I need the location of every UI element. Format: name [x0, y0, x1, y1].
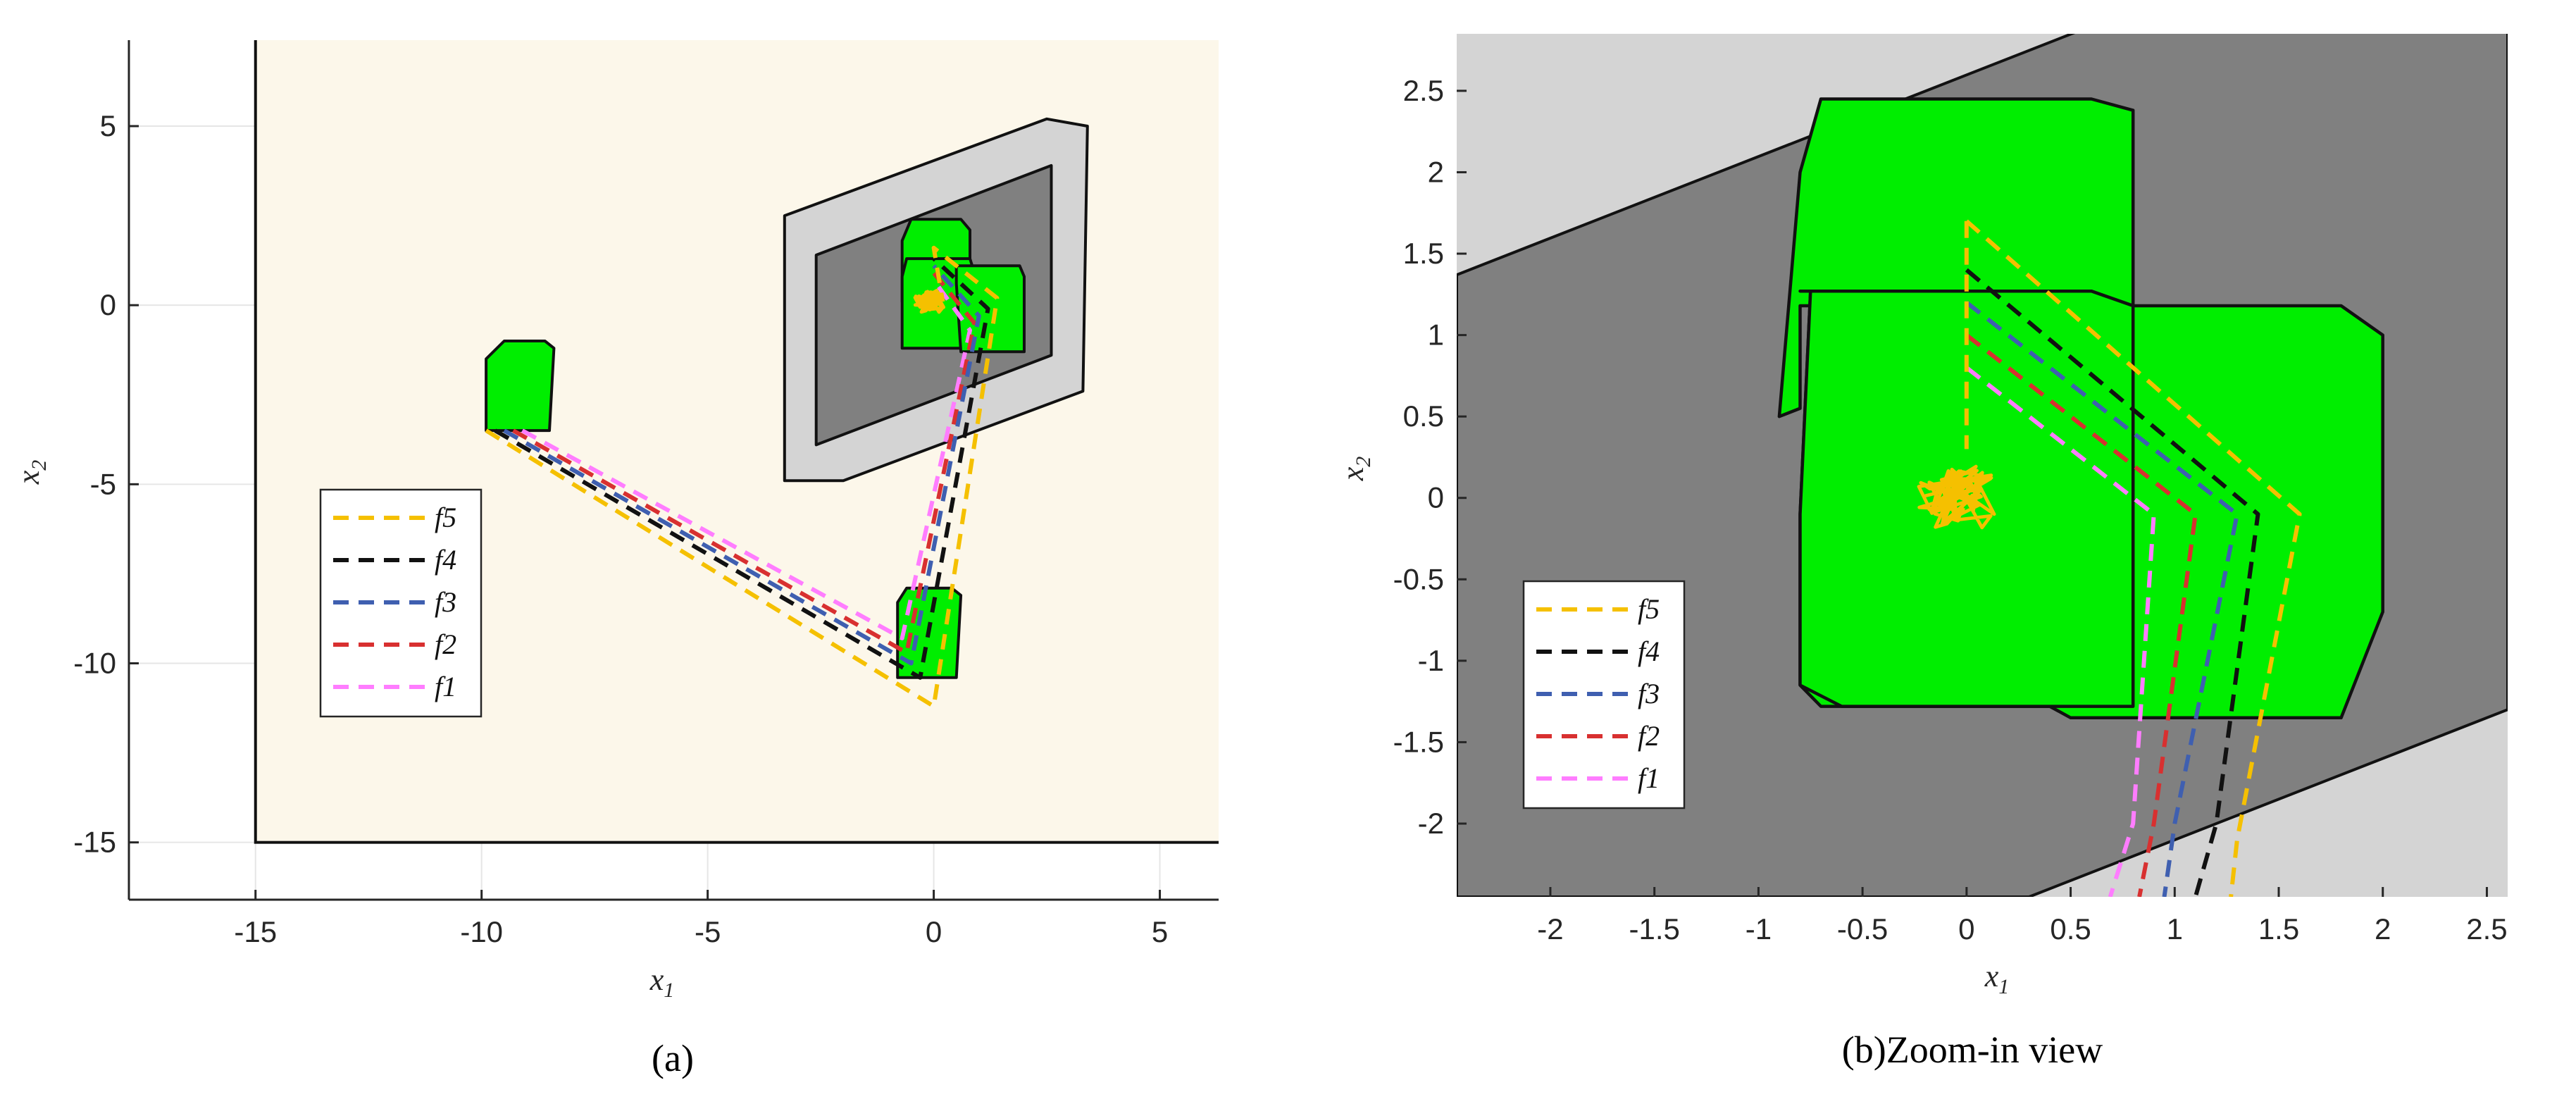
- panel-b-legend: f5 f4 f3 f2 f1: [1522, 580, 1686, 810]
- a-series-f2: [512, 271, 977, 655]
- a-legend-label-f3: f3: [435, 586, 456, 618]
- a-series-f3: [503, 264, 981, 666]
- b-legend-label-f2: f2: [1638, 720, 1660, 752]
- panel-a-y-label: x2: [11, 460, 51, 485]
- b-legend-label-f5: f5: [1638, 593, 1660, 625]
- panel-a-legend: f5 f4 f3 f2 f1: [319, 488, 483, 718]
- panel-b-y-label: x2: [1336, 457, 1375, 482]
- a-y-tick-label-4: 5: [100, 109, 116, 142]
- panel-b-trajectories: [1917, 219, 2302, 897]
- b-x-tick-label-2: -1: [1746, 912, 1772, 945]
- a-y-tick-label-2: -5: [90, 467, 116, 500]
- panel-a-trajectories: [485, 245, 1000, 709]
- b-y-tick-label-0: -2: [1418, 807, 1444, 840]
- b-x-tick-label-7: 1.5: [2258, 912, 2299, 945]
- a-convergence-cluster: [913, 288, 946, 314]
- b-tube-0: [1777, 97, 2135, 418]
- panel-a-caption: (a): [652, 1037, 694, 1079]
- panel-b-caption: (b)Zoom-in view: [1842, 1029, 2103, 1071]
- b-x-tick-label-6: 1: [2167, 912, 2183, 945]
- b-y-tick-label-1: -1.5: [1393, 725, 1444, 758]
- a-x-tick-label-3: 0: [926, 915, 942, 948]
- panel-b-x-ticks: -2 -1.5 -1 -0.5 0 0.5 1 1.5 2 2.5: [1537, 887, 2508, 945]
- b-x-tick-label-1: -1.5: [1629, 912, 1679, 945]
- b-series-f3: [1965, 301, 2239, 897]
- b-legend-label-f4: f4: [1638, 635, 1660, 667]
- b-y-tick-label-7: 1.5: [1403, 237, 1444, 270]
- a-x-tick-label-1: -10: [460, 915, 503, 948]
- a-legend-label-f1: f1: [435, 671, 456, 702]
- b-series-f1: [1965, 366, 2156, 897]
- a-domain-region: [254, 40, 1219, 844]
- b-series-f2: [1965, 333, 2198, 897]
- a-legend-label-f5: f5: [435, 502, 456, 533]
- a-tube-0: [485, 340, 556, 433]
- b-legend-label-f1: f1: [1638, 762, 1660, 794]
- panel-a: -15 -10 -5 0 5 -15 -10 -5 0 5 x1 x2 f5 f4 f3 f2 f1 (…: [11, 40, 1219, 1079]
- a-x-tick-label-0: -15: [234, 915, 277, 948]
- b-y-tick-label-9: 2.5: [1403, 74, 1444, 107]
- a-y-tick-label-3: 0: [100, 288, 116, 321]
- b-series-f4: [1965, 268, 2260, 897]
- b-y-tick-label-5: 0.5: [1403, 399, 1444, 433]
- panel-b-y-ticks: -2 -1.5 -1 -0.5 0 0.5 1 1.5 2 2.5: [1393, 74, 1467, 840]
- panel-a-regions: [254, 40, 1219, 844]
- panel-a-x-label: x1: [649, 962, 675, 1002]
- b-x-tick-label-8: 2: [2375, 912, 2391, 945]
- b-series-f5: [1965, 219, 2302, 897]
- b-y-tick-label-6: 1: [1428, 318, 1444, 352]
- b-y-tick-label-8: 2: [1428, 155, 1444, 188]
- a-y-tick-label-0: -15: [73, 826, 116, 859]
- panel-b-x-label: x1: [1984, 959, 2010, 998]
- a-series-f1: [521, 278, 972, 640]
- panel-a-y-ticks: -15 -10 -5 0 5: [73, 109, 139, 859]
- a-tube-4: [954, 264, 1026, 354]
- b-x-tick-label-3: -0.5: [1837, 912, 1888, 945]
- b-legend-label-f3: f3: [1638, 678, 1660, 709]
- a-x-tick-label-4: 5: [1152, 915, 1168, 948]
- a-legend-label-f2: f2: [435, 628, 456, 660]
- b-y-tick-label-3: -0.5: [1393, 562, 1444, 595]
- b-y-tick-label-4: 0: [1428, 481, 1444, 514]
- a-legend-label-f4: f4: [435, 544, 456, 576]
- panel-b: -2 -1.5 -1 -0.5 0 0.5 1 1.5 2 2.5 -2 -1.5 -1 -0.5 0 0.…: [1336, 34, 2508, 1071]
- b-x-tick-label-9: 2.5: [2466, 912, 2507, 945]
- b-x-tick-label-4: 0: [1958, 912, 1974, 945]
- a-series-f5: [485, 245, 1000, 709]
- b-convergence-cluster: [1917, 464, 1996, 530]
- a-y-tick-label-1: -10: [73, 647, 116, 680]
- b-x-tick-label-0: -2: [1537, 912, 1563, 945]
- b-x-tick-label-5: 0.5: [2050, 912, 2091, 945]
- b-y-tick-label-2: -1: [1418, 644, 1444, 677]
- a-x-tick-label-2: -5: [695, 915, 721, 948]
- panel-a-x-ticks: -15 -10 -5 0 5: [234, 890, 1168, 948]
